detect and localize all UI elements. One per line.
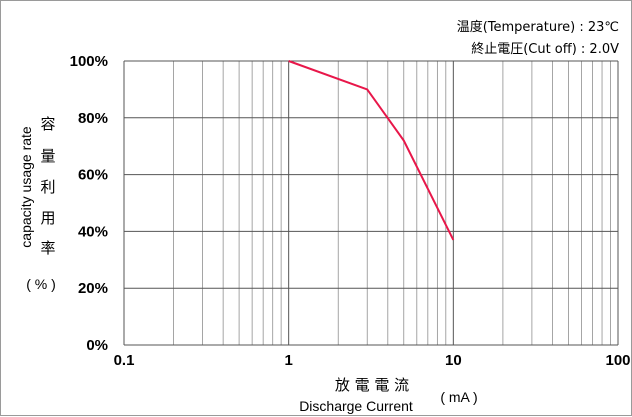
annotation-temperature: 温度(Temperature) : 23℃ (457, 19, 619, 35)
y-tick-label: 60% (78, 167, 108, 184)
y-axis-label-cjk-2: 利 (40, 178, 55, 196)
y-tick-label: 100% (70, 53, 108, 70)
x-tick-labels: 0.1 1 10 100 (114, 352, 631, 369)
y-tick-label: 80% (78, 110, 108, 127)
x-axis-unit: ( mA ) (440, 389, 477, 405)
x-axis-label-cjk: 放 電 電 流 (335, 376, 409, 394)
series-layer (288, 60, 455, 241)
x-tick-label: 1 (284, 352, 292, 369)
x-tick-label: 0.1 (114, 352, 135, 369)
y-axis-label-cjk-0: 容 (40, 115, 55, 133)
x-tick-label: 10 (445, 352, 462, 369)
annotation-cutoff: 終止電圧(Cut off) : 2.0V (471, 41, 619, 57)
x-tick-label: 100 (605, 352, 630, 369)
y-tick-labels: 0% 20% 40% 60% 80% 100% (70, 53, 108, 354)
y-tick-label: 20% (78, 280, 108, 297)
y-tick-label: 0% (86, 337, 108, 354)
y-axis-label-cjk-4: 率 (40, 239, 55, 257)
grid-lines (123, 60, 619, 346)
x-axis-label: Discharge Current (299, 398, 413, 414)
y-axis-label: capacity usage rate (18, 126, 34, 248)
y-axis-label-cjk-1: 量 (40, 147, 55, 165)
y-tick-label: 40% (78, 223, 108, 240)
y-axis-label-cjk-3: 用 (40, 209, 55, 227)
series-line (288, 60, 455, 241)
y-axis-unit: ( % ) (26, 276, 56, 292)
